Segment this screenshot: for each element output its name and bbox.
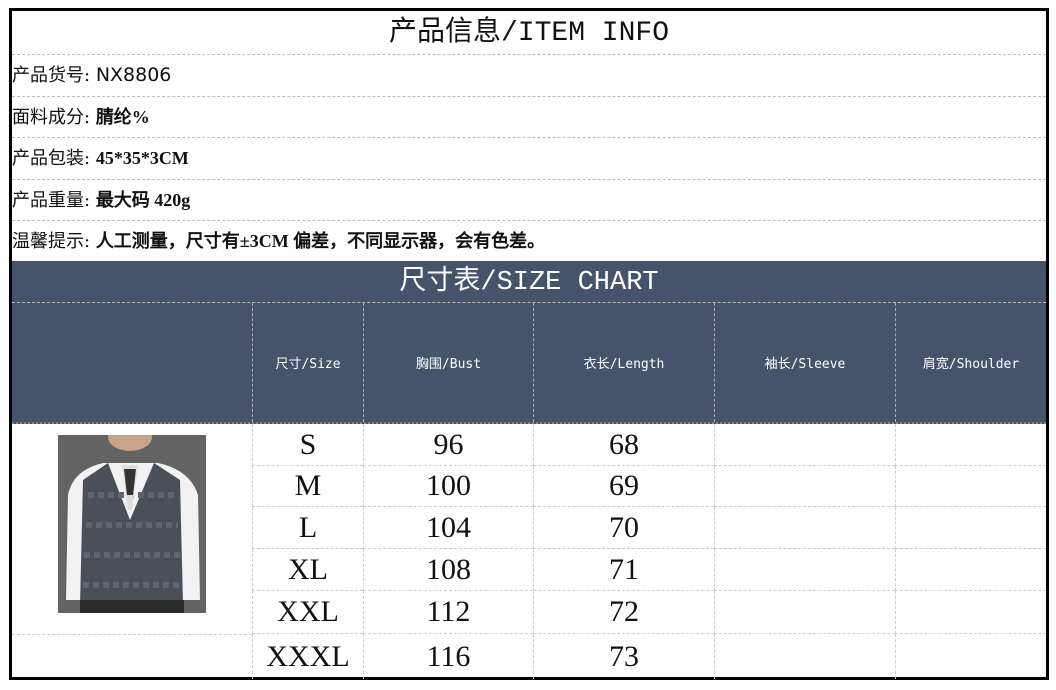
cell-shoulder xyxy=(895,507,1046,549)
info-value: NX8806 xyxy=(95,64,172,86)
header-size: 尺寸/Size xyxy=(252,303,363,422)
item-info-title: 产品信息/ITEM INFO xyxy=(12,11,1046,55)
info-label: 温馨提示: xyxy=(12,231,91,252)
info-row-packaging: 产品包装: 45*35*3CM xyxy=(12,138,1046,180)
cell-size: M xyxy=(252,466,363,507)
info-label: 面料成分: xyxy=(12,106,91,128)
header-length: 衣长/Length xyxy=(533,303,714,422)
info-label: 产品重量: xyxy=(12,189,91,211)
info-value: 最大码 420g xyxy=(95,189,191,210)
cell-size: XXXL xyxy=(252,634,363,679)
cell-sleeve xyxy=(714,549,895,591)
cell-length: 73 xyxy=(533,634,714,679)
info-label: 产品包装: xyxy=(12,148,91,169)
info-value: 腈纶% xyxy=(95,106,150,127)
image-cell xyxy=(12,634,252,679)
cell-size: S xyxy=(252,424,363,466)
cell-size: XXL xyxy=(252,591,363,634)
product-photo xyxy=(58,435,206,613)
cell-length: 69 xyxy=(533,466,714,507)
cell-bust: 96 xyxy=(363,424,533,466)
table-row: L 104 70 xyxy=(12,507,1046,549)
info-row-weight: 产品重量: 最大码 420g xyxy=(12,180,1046,221)
cell-shoulder xyxy=(895,466,1046,507)
info-label: 产品货号: xyxy=(12,65,91,86)
cell-bust: 108 xyxy=(363,549,533,591)
size-chart-title: 尺寸表/SIZE CHART xyxy=(12,261,1046,303)
cell-shoulder xyxy=(895,591,1046,634)
cell-sleeve xyxy=(714,424,895,466)
size-chart-body: S 96 68 M 100 69 L 104 70 XL 108 71 XXL 112 72 XXXL 116 7… xyxy=(12,424,1046,679)
header-sleeve: 袖长/Sleeve xyxy=(714,303,895,422)
cell-bust: 100 xyxy=(363,466,533,507)
table-row: XL 108 71 xyxy=(12,549,1046,591)
header-bust: 胸围/Bust xyxy=(363,303,533,422)
product-sheet: 产品信息/ITEM INFO 产品货号: NX8806 面料成分: 腈纶% 产品… xyxy=(9,8,1049,680)
info-value: 45*35*3CM xyxy=(95,148,189,168)
table-row: S 96 68 xyxy=(12,424,1046,466)
cell-length: 72 xyxy=(533,591,714,634)
header-shoulder: 肩宽/Shoulder xyxy=(895,303,1046,422)
cell-sleeve xyxy=(714,591,895,634)
info-row-tips: 温馨提示: 人工测量，尺寸有±3CM 偏差，不同显示器，会有色差。 xyxy=(12,221,1046,261)
cell-size: L xyxy=(252,507,363,549)
info-value: 人工测量，尺寸有±3CM 偏差，不同显示器，会有色差。 xyxy=(95,231,546,251)
info-row-material: 面料成分: 腈纶% xyxy=(12,97,1046,138)
size-chart-header: 尺寸/Size 胸围/Bust 衣长/Length 袖长/Sleeve 肩宽/S… xyxy=(12,303,1046,424)
cell-sleeve xyxy=(714,634,895,679)
cell-length: 70 xyxy=(533,507,714,549)
cell-shoulder xyxy=(895,634,1046,679)
table-row: XXXL 116 73 xyxy=(12,634,1046,679)
cell-sleeve xyxy=(714,507,895,549)
cell-bust: 112 xyxy=(363,591,533,634)
table-row: XXL 112 72 xyxy=(12,591,1046,634)
cell-size: XL xyxy=(252,549,363,591)
cell-length: 68 xyxy=(533,424,714,466)
cell-length: 71 xyxy=(533,549,714,591)
cell-bust: 104 xyxy=(363,507,533,549)
cell-shoulder xyxy=(895,424,1046,466)
info-row-item-number: 产品货号: NX8806 xyxy=(12,55,1046,97)
cell-sleeve xyxy=(714,466,895,507)
header-image-cell xyxy=(12,303,252,422)
cell-bust: 116 xyxy=(363,634,533,679)
cell-shoulder xyxy=(895,549,1046,591)
table-row: M 100 69 xyxy=(12,466,1046,507)
